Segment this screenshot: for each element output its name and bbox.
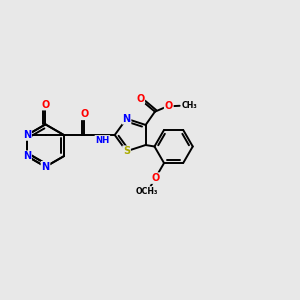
Text: O: O	[151, 173, 160, 183]
Text: N: N	[41, 162, 50, 172]
Text: CH₃: CH₃	[181, 101, 197, 110]
Text: O: O	[165, 101, 173, 111]
Text: S: S	[123, 146, 130, 156]
Text: O: O	[80, 110, 88, 119]
Text: OCH₃: OCH₃	[136, 187, 158, 196]
Text: O: O	[41, 100, 50, 110]
Text: N: N	[23, 130, 31, 140]
Text: N: N	[122, 114, 130, 124]
Text: N: N	[23, 151, 31, 161]
Text: NH: NH	[95, 136, 109, 145]
Text: O: O	[136, 94, 144, 104]
